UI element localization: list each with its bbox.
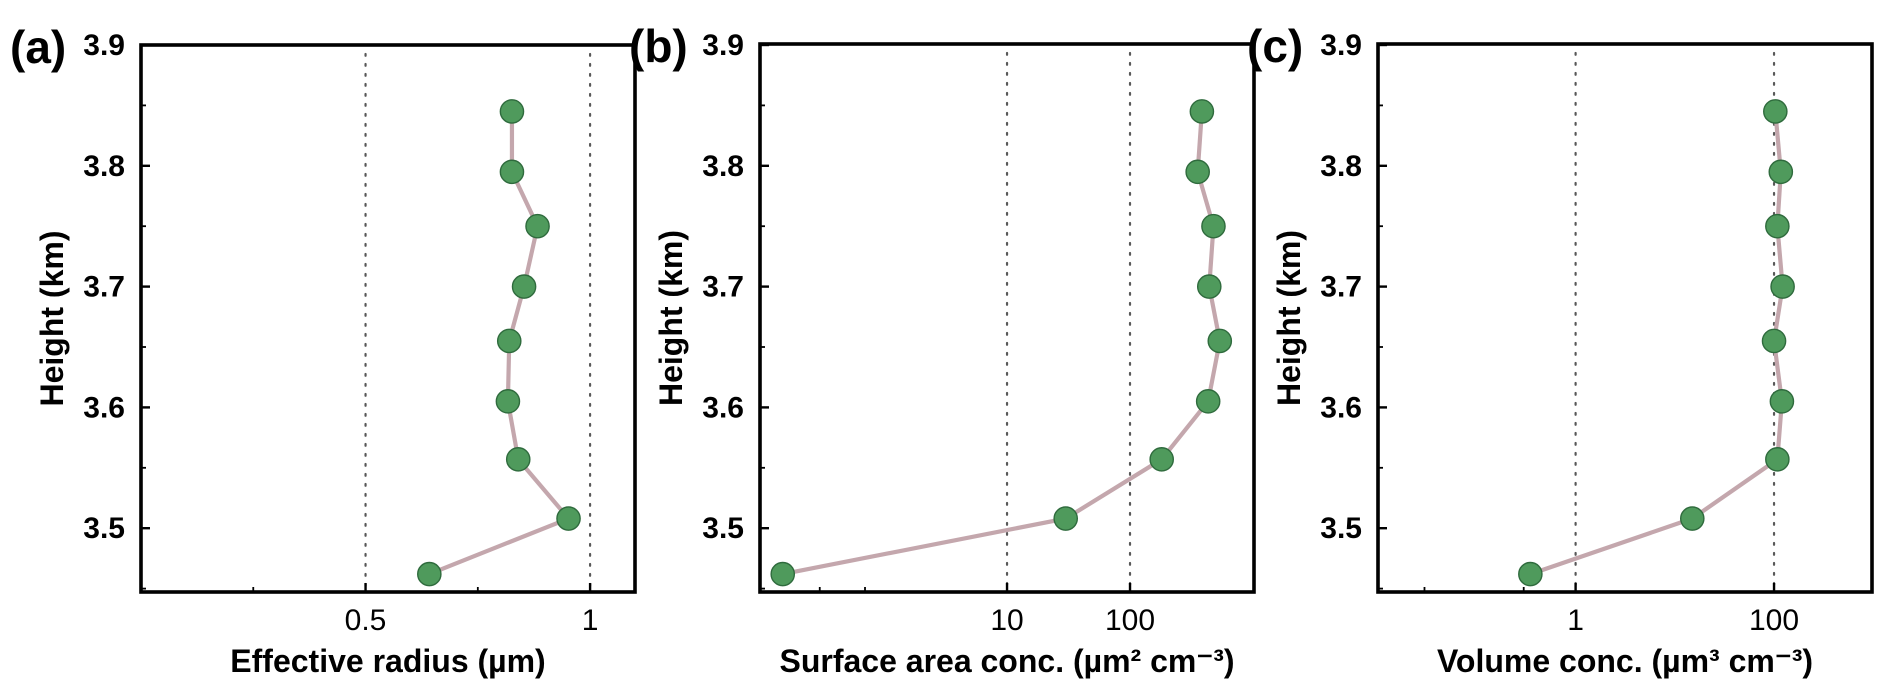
svg-text:3.5: 3.5 — [1320, 512, 1362, 545]
svg-text:(b): (b) — [629, 20, 688, 72]
svg-text:100: 100 — [1105, 604, 1155, 637]
svg-text:3.7: 3.7 — [702, 271, 744, 304]
svg-text:(c): (c) — [1247, 20, 1303, 72]
svg-text:3.9: 3.9 — [702, 29, 744, 62]
svg-text:3.8: 3.8 — [702, 150, 744, 183]
svg-text:1: 1 — [582, 604, 599, 637]
svg-text:3.8: 3.8 — [1320, 150, 1362, 183]
svg-text:3.9: 3.9 — [1320, 29, 1362, 62]
svg-text:(a): (a) — [10, 21, 66, 73]
svg-text:Volume conc. (µm³ cm⁻³): Volume conc. (µm³ cm⁻³) — [1437, 643, 1813, 679]
svg-text:1: 1 — [1567, 604, 1584, 637]
svg-text:3.6: 3.6 — [1320, 391, 1362, 424]
svg-text:Height (km): Height (km) — [653, 230, 689, 406]
svg-text:Height (km): Height (km) — [34, 231, 70, 407]
svg-text:3.9: 3.9 — [83, 29, 125, 62]
svg-text:3.8: 3.8 — [83, 150, 125, 183]
svg-text:Effective radius (µm): Effective radius (µm) — [230, 643, 545, 679]
svg-text:10: 10 — [990, 604, 1023, 637]
svg-text:3.6: 3.6 — [702, 391, 744, 424]
svg-text:3.7: 3.7 — [83, 271, 125, 304]
svg-text:0.5: 0.5 — [345, 604, 387, 637]
svg-text:Surface area conc. (µm² cm⁻³): Surface area conc. (µm² cm⁻³) — [779, 643, 1234, 679]
svg-text:100: 100 — [1749, 604, 1799, 637]
svg-text:3.7: 3.7 — [1320, 271, 1362, 304]
svg-text:3.5: 3.5 — [702, 512, 744, 545]
svg-text:Height (km): Height (km) — [1271, 230, 1307, 406]
svg-text:3.5: 3.5 — [83, 512, 125, 545]
svg-text:3.6: 3.6 — [83, 391, 125, 424]
